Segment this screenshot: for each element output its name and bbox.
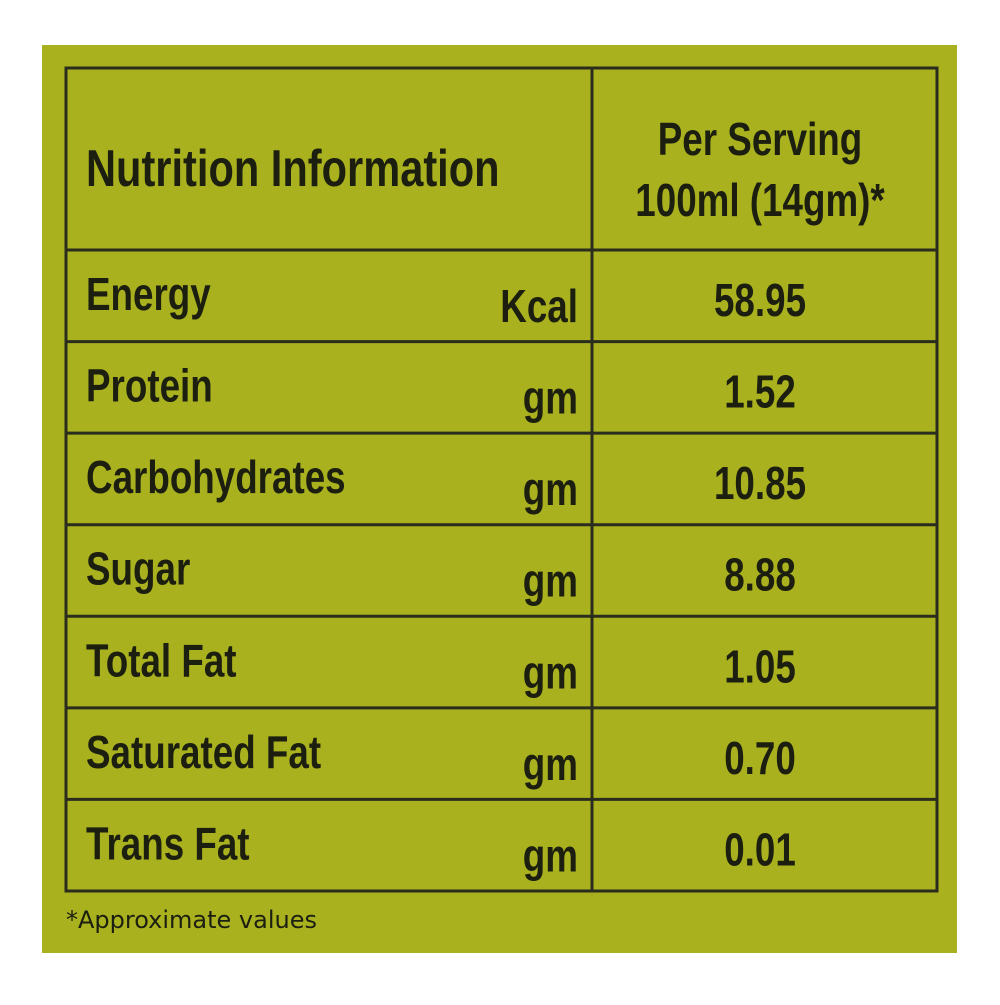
unit: gm — [523, 372, 578, 424]
nutrient: Saturated Fat — [86, 726, 321, 778]
unit: gm — [523, 738, 578, 790]
nutrient: Total Fat — [86, 634, 237, 686]
nutrient-cell: Energy — [86, 268, 211, 320]
unit-cell: gm — [523, 463, 578, 515]
serving-line: 100ml (14gm)* — [635, 174, 885, 226]
unit: gm — [523, 646, 578, 698]
nutrient-cell: Sugar — [86, 543, 190, 595]
nutrient-cell: Carbohydrates — [86, 451, 346, 503]
unit-cell: gm — [523, 555, 578, 607]
nutrient-cell: Trans Fat — [86, 817, 250, 869]
nutrient: Protein — [86, 360, 213, 412]
unit: gm — [523, 555, 578, 607]
nutrient: Trans Fat — [86, 817, 250, 869]
header-title: Nutrition Information — [86, 139, 500, 198]
value-cell: 58.95 — [714, 274, 806, 326]
value-cell: 0.01 — [724, 823, 796, 875]
nutrient: Sugar — [86, 543, 190, 595]
value: 1.52 — [724, 366, 796, 418]
nutrient-cell: Saturated Fat — [86, 726, 321, 778]
unit-cell: gm — [523, 646, 578, 698]
unit: gm — [523, 463, 578, 515]
nutrient-cell: Total Fat — [86, 634, 237, 686]
value-cell: 10.85 — [714, 457, 806, 509]
nutrient-cell: Protein — [86, 360, 213, 412]
value-cell: 1.52 — [724, 366, 796, 418]
value: 0.01 — [724, 823, 796, 875]
value-cell: 0.70 — [724, 732, 796, 784]
table-border — [64, 66, 939, 893]
value-cell: 1.05 — [724, 640, 796, 692]
value: 10.85 — [714, 457, 806, 509]
unit: Kcal — [500, 280, 578, 332]
unit-cell: gm — [523, 829, 578, 881]
serving-line: Per Serving — [658, 113, 862, 165]
value: 8.88 — [724, 549, 796, 601]
background — [42, 45, 957, 953]
nutrient: Carbohydrates — [86, 451, 346, 503]
value: 58.95 — [714, 274, 806, 326]
unit-cell: Kcal — [500, 280, 578, 332]
nutrient: Energy — [86, 268, 211, 320]
unit-cell: gm — [523, 372, 578, 424]
value: 0.70 — [724, 732, 796, 784]
footnote: *Approximate values — [66, 906, 317, 934]
unit-cell: gm — [523, 738, 578, 790]
value: 1.05 — [724, 640, 796, 692]
value-cell: 8.88 — [724, 549, 796, 601]
unit: gm — [523, 829, 578, 881]
